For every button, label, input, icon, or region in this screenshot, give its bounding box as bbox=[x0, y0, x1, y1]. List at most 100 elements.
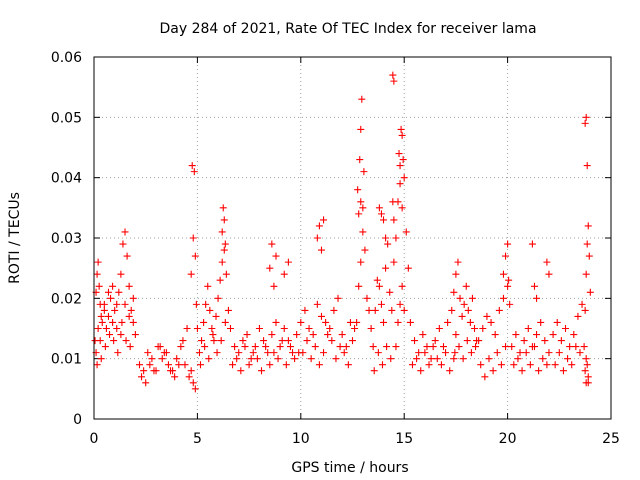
data-point bbox=[396, 180, 404, 188]
data-point bbox=[543, 361, 551, 369]
data-point bbox=[423, 343, 431, 351]
data-point bbox=[209, 331, 217, 339]
y-axis-label: ROTI / TECUs bbox=[7, 192, 23, 284]
chart-title: Day 284 of 2021, Rate Of TEC Index for r… bbox=[159, 21, 536, 37]
data-point bbox=[533, 294, 541, 302]
data-point bbox=[522, 349, 530, 357]
data-point bbox=[349, 337, 356, 345]
data-point bbox=[282, 361, 290, 369]
data-point bbox=[181, 361, 189, 369]
data-point bbox=[330, 306, 338, 314]
data-point bbox=[545, 349, 553, 357]
data-point bbox=[425, 361, 433, 369]
data-point bbox=[568, 361, 576, 369]
data-point bbox=[375, 204, 383, 212]
data-point bbox=[317, 312, 325, 320]
data-point bbox=[574, 312, 582, 320]
data-points bbox=[91, 71, 594, 393]
data-point bbox=[520, 337, 528, 345]
data-point bbox=[187, 367, 195, 375]
data-point bbox=[127, 306, 135, 314]
data-point bbox=[493, 349, 501, 357]
data-point bbox=[374, 349, 382, 357]
data-point bbox=[214, 294, 222, 302]
data-point bbox=[504, 282, 512, 290]
data-point bbox=[218, 258, 226, 266]
data-point bbox=[390, 258, 398, 266]
data-point bbox=[129, 318, 137, 326]
data-point bbox=[313, 300, 321, 308]
data-point bbox=[354, 186, 362, 194]
data-point bbox=[109, 318, 117, 326]
data-point bbox=[197, 361, 205, 369]
data-point bbox=[173, 355, 181, 363]
data-point bbox=[140, 367, 148, 375]
data-point bbox=[406, 318, 414, 326]
data-point bbox=[442, 349, 450, 357]
data-point bbox=[258, 367, 266, 375]
data-point bbox=[255, 325, 263, 332]
data-point bbox=[301, 306, 309, 314]
data-point bbox=[371, 306, 379, 314]
data-point bbox=[404, 264, 412, 272]
data-point bbox=[572, 343, 580, 351]
data-point bbox=[334, 294, 342, 302]
data-point bbox=[114, 349, 122, 357]
data-point bbox=[266, 264, 274, 272]
data-point bbox=[297, 318, 305, 326]
data-point bbox=[394, 198, 402, 206]
data-point bbox=[117, 270, 125, 278]
data-point bbox=[508, 343, 516, 351]
data-point bbox=[210, 337, 218, 345]
x-tick-label: 15 bbox=[395, 431, 413, 447]
data-point bbox=[433, 355, 441, 363]
data-point bbox=[582, 270, 590, 278]
data-point bbox=[205, 355, 213, 363]
data-point bbox=[502, 252, 510, 260]
data-point bbox=[562, 325, 570, 332]
data-point bbox=[421, 349, 429, 357]
data-point bbox=[284, 337, 292, 345]
data-point bbox=[162, 349, 170, 357]
data-point bbox=[229, 361, 237, 369]
data-point bbox=[272, 252, 280, 260]
data-point bbox=[336, 343, 344, 351]
y-tick-label: 0 bbox=[73, 412, 82, 428]
data-point bbox=[177, 343, 185, 351]
x-tick-label: 10 bbox=[292, 431, 310, 447]
data-point bbox=[566, 343, 574, 351]
data-point bbox=[219, 204, 227, 212]
data-point bbox=[514, 355, 522, 363]
data-point bbox=[382, 264, 390, 272]
data-point bbox=[370, 367, 378, 375]
data-point bbox=[113, 325, 121, 332]
data-point bbox=[342, 343, 350, 351]
data-point bbox=[355, 210, 363, 218]
data-point bbox=[386, 288, 394, 296]
data-point bbox=[344, 361, 352, 369]
data-point bbox=[384, 240, 392, 248]
data-point bbox=[380, 216, 388, 224]
data-point bbox=[97, 312, 105, 320]
data-point bbox=[142, 379, 150, 387]
data-point bbox=[351, 325, 359, 332]
data-point bbox=[557, 337, 565, 345]
data-point bbox=[278, 337, 286, 345]
data-point bbox=[398, 282, 406, 290]
data-point bbox=[553, 318, 561, 326]
data-point bbox=[245, 361, 253, 369]
data-point bbox=[107, 294, 115, 302]
data-point bbox=[394, 318, 402, 326]
data-point bbox=[179, 337, 187, 345]
data-point bbox=[284, 258, 292, 266]
data-point bbox=[358, 95, 366, 103]
data-point bbox=[504, 240, 512, 248]
data-point bbox=[309, 331, 317, 339]
data-point bbox=[581, 119, 589, 127]
data-point bbox=[150, 367, 158, 375]
data-point bbox=[411, 337, 419, 345]
data-point bbox=[231, 343, 239, 351]
y-tick-label: 0.03 bbox=[51, 231, 82, 247]
data-point bbox=[524, 325, 532, 332]
